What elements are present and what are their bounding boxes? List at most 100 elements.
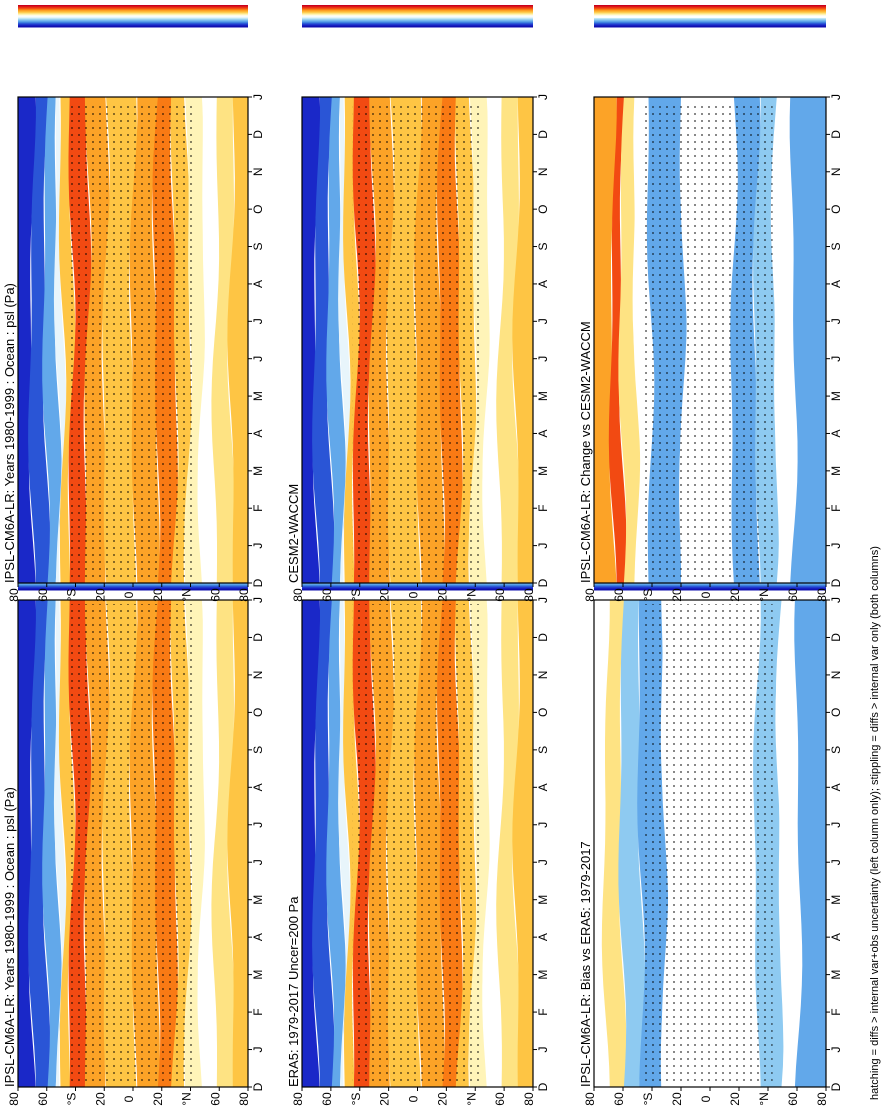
contour-band (312, 600, 335, 1087)
month-tick-label: D (536, 578, 550, 587)
lat-tick-label: 60 (786, 588, 800, 602)
month-tick-label: A (251, 933, 265, 941)
contour-band (312, 97, 335, 583)
month-tick-label: D (536, 1082, 550, 1091)
colorbar-swatch (18, 24, 248, 27)
colorbar-swatch (18, 21, 248, 24)
contour-band (618, 97, 641, 583)
lat-tick-label: °S (65, 1093, 79, 1106)
month-tick-label: F (251, 505, 265, 512)
lat-tick-label: 0 (699, 591, 713, 598)
colorbar-swatch (594, 20, 826, 23)
month-tick-label: N (536, 671, 550, 680)
colorbar-swatch (302, 587, 533, 590)
contour-band (789, 97, 826, 583)
lat-tick-label: 60 (36, 588, 50, 602)
colorbar-swatch (302, 16, 533, 19)
month-tick-label: S (536, 243, 550, 251)
month-tick-label: J (829, 94, 843, 100)
colorbar-swatch (18, 16, 248, 19)
lat-tick-label: 60 (493, 1092, 507, 1106)
month-tick-label: F (251, 1008, 265, 1015)
colorbar-swatch (594, 7, 826, 10)
panel-title: IPSL-CM6A-LR: Change vs CESM2-WACCM (578, 321, 593, 583)
month-tick-label: J (251, 318, 265, 324)
contour-band (18, 600, 37, 1087)
month-tick-label: M (536, 970, 550, 980)
colorbar-swatch (302, 20, 533, 23)
lat-tick-label: 80 (522, 1092, 536, 1106)
lat-tick-label: °S (641, 1093, 655, 1106)
month-tick-label: J (251, 94, 265, 100)
contour-band (197, 600, 219, 1087)
month-tick-label: J (829, 859, 843, 865)
month-tick-label: S (829, 243, 843, 251)
month-tick-label: S (251, 746, 265, 754)
colorbar-swatch (302, 17, 533, 20)
month-tick-label: J (251, 822, 265, 828)
heatmap-5: 8060°N20020°S6080DJFMAMJJASONDJIPSL-CM6A… (578, 5, 843, 602)
month-tick-label: M (251, 466, 265, 476)
month-tick-label: F (829, 1008, 843, 1015)
colorbar-swatch (18, 11, 248, 14)
month-tick-label: N (251, 671, 265, 680)
colorbar-swatch (302, 21, 533, 24)
month-tick-label: D (829, 633, 843, 642)
month-tick-label: M (829, 895, 843, 905)
colorbar-swatch (594, 23, 826, 25)
month-tick-label: M (251, 895, 265, 905)
lat-tick-label: 20 (670, 588, 684, 602)
month-tick-label: N (829, 167, 843, 176)
lat-tick-label: 80 (7, 588, 21, 602)
colorbar-swatch (594, 588, 826, 591)
month-tick-label: J (536, 94, 550, 100)
month-tick-label: N (251, 167, 265, 176)
contour-band (482, 600, 504, 1087)
month-tick-label: O (829, 708, 843, 717)
colorbar (18, 5, 248, 28)
colorbar-swatch (302, 12, 533, 15)
colorbar-swatch (302, 7, 533, 10)
colorbar-swatch (594, 12, 826, 15)
contour-band (227, 600, 248, 1087)
colorbar-swatch (594, 586, 826, 588)
colorbar-swatch (302, 24, 533, 27)
colorbar-swatch (18, 10, 248, 12)
contour-band (496, 97, 520, 583)
lat-tick-label: 60 (208, 588, 222, 602)
month-tick-label: A (829, 933, 843, 941)
colorbar-swatch (594, 17, 826, 20)
month-tick-label: D (251, 1082, 265, 1091)
lat-tick-label: 80 (291, 588, 305, 602)
colorbar-swatch (302, 19, 533, 22)
month-tick-label: M (251, 970, 265, 980)
month-tick-label: J (829, 1047, 843, 1053)
colorbar-swatch (18, 586, 248, 588)
contour-band (608, 97, 627, 583)
month-tick-label: M (536, 466, 550, 476)
lat-tick-label: 60 (786, 1092, 800, 1106)
month-tick-label: J (536, 597, 550, 603)
contour-band (771, 97, 798, 583)
month-tick-label: O (829, 204, 843, 213)
colorbar-swatch (302, 5, 533, 7)
panel-title: ERA5: 1979-2017 Uncer=200 Pa (286, 896, 301, 1087)
contour-band (343, 97, 360, 583)
colorbar (302, 5, 533, 28)
stippling (68, 604, 196, 1083)
month-tick-label: M (251, 391, 265, 401)
lat-tick-label: 60 (36, 1092, 50, 1106)
month-tick-label: A (251, 280, 265, 288)
lat-tick-label: °S (641, 589, 655, 602)
colorbar-swatch (18, 25, 248, 28)
lat-tick-label: 20 (151, 588, 165, 602)
lat-tick-label: °S (349, 589, 363, 602)
month-tick-label: O (251, 204, 265, 213)
contour-band (28, 600, 51, 1087)
lat-tick-label: °N (757, 588, 771, 601)
contour-band (594, 600, 611, 1087)
colorbar-swatch (594, 19, 826, 22)
month-tick-label: S (829, 746, 843, 754)
contour-band (211, 600, 235, 1087)
stippling (352, 604, 480, 1083)
